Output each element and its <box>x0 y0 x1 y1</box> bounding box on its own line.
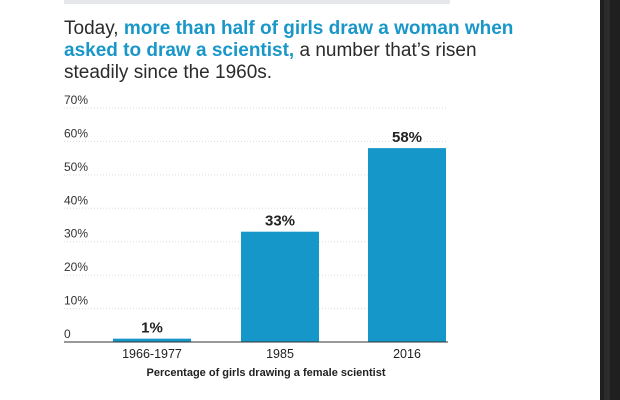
y-tick-label: 40% <box>64 193 88 207</box>
data-label: 1% <box>141 320 163 337</box>
x-category-label: 1966-1977 <box>122 347 182 361</box>
x-category-label: 1985 <box>266 347 294 361</box>
headline-prefix: Today, <box>64 18 124 39</box>
y-tick-label: 0 <box>64 327 71 341</box>
bars <box>113 148 446 342</box>
headline-suffix: a number that’s risen steadily since the… <box>64 40 477 83</box>
right-edge-strip <box>600 0 620 400</box>
y-tick-label: 50% <box>64 160 88 174</box>
bar-1985 <box>241 231 319 342</box>
top-divider <box>64 0 450 4</box>
headline-highlight: more than half of girls draw a woman whe… <box>64 18 514 61</box>
x-category-label: 2016 <box>393 347 421 361</box>
y-tick-label: 30% <box>64 227 88 241</box>
y-tick-label: 10% <box>64 294 88 308</box>
bar-1966-1977 <box>113 338 191 342</box>
x-axis-title: Percentage of girls drawing a female sci… <box>146 367 385 379</box>
chart-headline: Today, more than half of girls draw a wo… <box>64 18 534 84</box>
data-label: 58% <box>392 129 422 146</box>
y-tick-label: 20% <box>64 260 88 274</box>
data-labels: 1% 33% 58% <box>141 129 422 337</box>
y-axis-ticks: 0 10% 20% 30% 40% 50% 60% 70% <box>64 93 88 341</box>
y-tick-label: 70% <box>64 93 88 107</box>
data-label: 33% <box>265 213 295 230</box>
bar-2016 <box>368 148 446 342</box>
x-axis-categories: 1966-1977 1985 2016 <box>122 347 421 361</box>
right-edge-strip-inner <box>604 0 610 400</box>
y-tick-label: 60% <box>64 126 88 140</box>
